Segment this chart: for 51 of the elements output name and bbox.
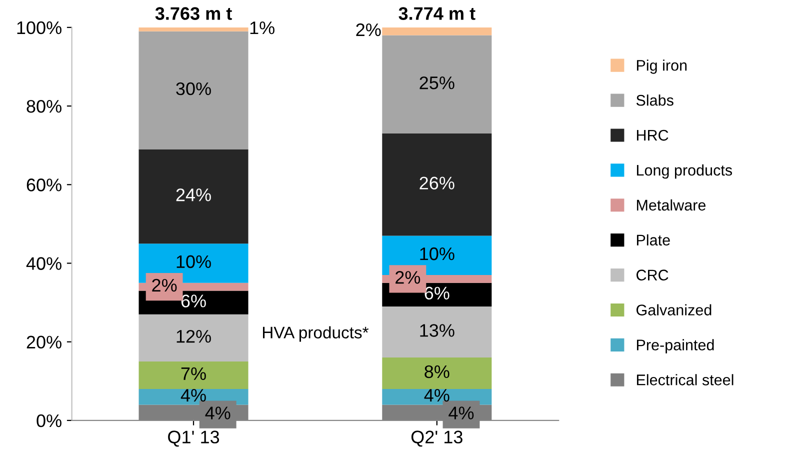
bar xyxy=(382,358,492,389)
data-label: 8% xyxy=(424,365,450,378)
legend-label: Galvanized xyxy=(636,304,712,316)
y-tick-label: 100% xyxy=(17,21,62,34)
data-label: 1% xyxy=(250,22,274,34)
data-label: 4% xyxy=(448,406,474,420)
bar xyxy=(138,361,248,389)
x-tick-label: Q1' 13 xyxy=(168,430,220,447)
data-label: 25% xyxy=(420,76,454,90)
data-label: 26% xyxy=(420,176,454,190)
data-label: 2% xyxy=(396,271,420,284)
legend-label: Pre-painted xyxy=(636,339,714,354)
data-label: 4% xyxy=(205,406,230,420)
data-label: 6% xyxy=(181,294,206,308)
bar xyxy=(138,31,248,150)
legend-label: CRC xyxy=(636,270,668,280)
bar xyxy=(382,134,492,236)
data-label: 4% xyxy=(424,389,450,402)
legend-label: Plate xyxy=(636,234,670,246)
bar xyxy=(138,27,248,32)
x-tick-label: Q2' 13 xyxy=(411,430,462,447)
data-label: 13% xyxy=(420,324,454,337)
y-tick-label: 80% xyxy=(26,100,62,113)
annotation: 3.763 m t xyxy=(155,7,232,20)
legend-label: Pig iron xyxy=(636,60,687,74)
y-tick-label: 20% xyxy=(26,336,62,349)
data-label: 30% xyxy=(176,82,211,96)
legend-label: Metalware xyxy=(636,199,706,211)
legend-label: Slabs xyxy=(636,94,674,106)
legend-label: HRC xyxy=(636,130,668,141)
data-label: 6% xyxy=(424,286,450,300)
data-label: 10% xyxy=(176,255,211,268)
y-tick-label: 40% xyxy=(26,257,62,270)
y-tick-label: 60% xyxy=(26,178,62,192)
data-label: 24% xyxy=(176,188,211,202)
data-label: 12% xyxy=(176,330,211,343)
bar xyxy=(382,35,492,134)
data-label: 7% xyxy=(181,367,206,380)
annotation: HVA products* xyxy=(262,326,369,342)
legend-label: Electrical steel xyxy=(636,374,734,386)
annotation: 3.774 m t xyxy=(398,7,476,20)
data-label: 2% xyxy=(152,278,177,292)
bar xyxy=(138,314,248,362)
legend-label: Long products xyxy=(636,164,732,179)
y-tick-label: 0% xyxy=(36,414,62,428)
bar xyxy=(382,27,492,36)
data-label: 10% xyxy=(420,247,454,260)
data-label: 4% xyxy=(180,389,206,402)
bar xyxy=(382,306,492,358)
bar xyxy=(138,149,248,244)
data-label: 2% xyxy=(356,23,381,36)
